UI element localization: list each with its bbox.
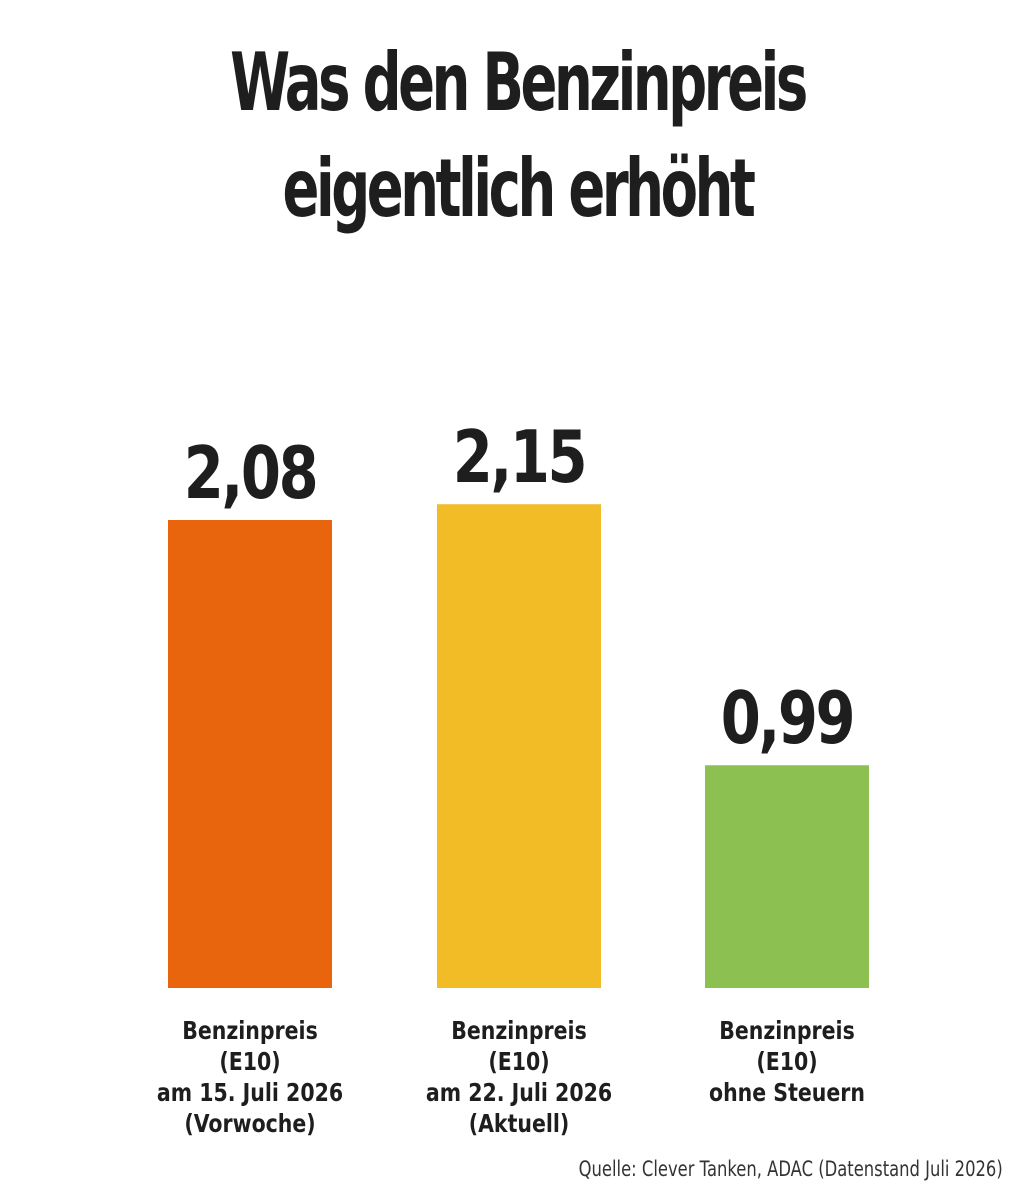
category-label-2-line-1: Benzinpreis (E10) [719,1016,855,1076]
chart-title-line-2: eigentlich erhöht [282,142,755,235]
category-label-0-line-3: (Vorwoche) [184,1109,316,1138]
source-note: Quelle: Clever Tanken, ADAC (Datenstand … [578,1157,1003,1181]
category-label-1-line-1: Benzinpreis (E10) [451,1016,587,1076]
category-label-2: Benzinpreis (E10) ohne Steuern [689,1015,886,1108]
chart-title: Was den Benzinpreis eigentlich erhöht [166,30,870,242]
bar-1 [437,504,601,988]
bar-0 [168,520,332,988]
chart-title-line-1: Was den Benzinpreis [230,36,808,129]
bar-2 [705,765,869,988]
bar-value-label-2: 0,99 [721,677,854,761]
category-label-0-line-2: am 15. Juli 2026 [156,1078,344,1107]
category-label-2-line-2: ohne Steuern [708,1078,865,1107]
category-label-1: Benzinpreis (E10) am 22. Juli 2026 (Aktu… [421,1015,618,1139]
bar-value-label-1: 2,15 [453,416,586,500]
category-label-1-line-2: am 22. Juli 2026 [425,1078,613,1107]
category-label-0: Benzinpreis (E10) am 15. Juli 2026 (Vorw… [152,1015,349,1139]
category-label-1-line-3: (Aktuell) [468,1109,570,1138]
category-label-0-line-1: Benzinpreis (E10) [182,1016,318,1076]
bar-group: 2,08 2,15 0,99 [168,416,869,988]
bar-value-label-0: 2,08 [184,432,317,516]
